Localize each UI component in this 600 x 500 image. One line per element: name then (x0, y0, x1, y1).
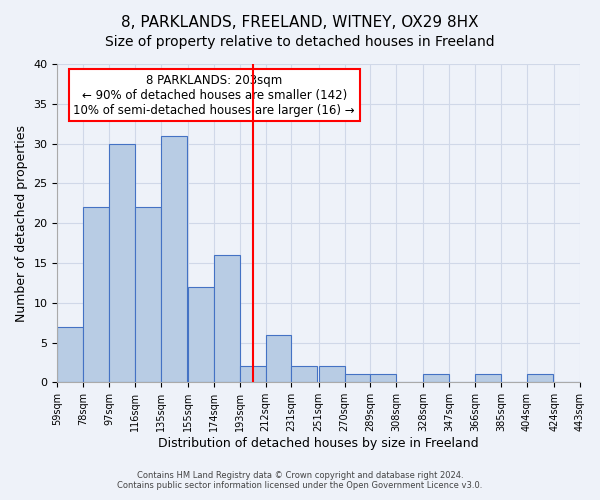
X-axis label: Distribution of detached houses by size in Freeland: Distribution of detached houses by size … (158, 437, 479, 450)
Bar (424, 374, 449, 382)
Text: 8, PARKLANDS, FREELAND, WITNEY, OX29 8HX: 8, PARKLANDS, FREELAND, WITNEY, OX29 8HX (121, 15, 479, 30)
Y-axis label: Number of detached properties: Number of detached properties (15, 124, 28, 322)
Bar (266, 334, 292, 382)
Bar (214, 255, 240, 382)
Bar (370, 374, 396, 382)
Bar (135, 208, 161, 382)
Bar (527, 374, 553, 382)
Text: 8 PARKLANDS: 203sqm
← 90% of detached houses are smaller (142)
10% of semi-detac: 8 PARKLANDS: 203sqm ← 90% of detached ho… (73, 74, 355, 116)
Bar (292, 366, 317, 382)
Bar (475, 374, 501, 382)
Text: Contains HM Land Registry data © Crown copyright and database right 2024.
Contai: Contains HM Land Registry data © Crown c… (118, 470, 482, 490)
Bar (188, 287, 214, 382)
Bar (109, 144, 135, 382)
Bar (58, 326, 83, 382)
Bar (240, 366, 266, 382)
Bar (161, 136, 187, 382)
Text: Size of property relative to detached houses in Freeland: Size of property relative to detached ho… (105, 35, 495, 49)
Bar (344, 374, 370, 382)
Bar (319, 366, 344, 382)
Bar (83, 208, 109, 382)
